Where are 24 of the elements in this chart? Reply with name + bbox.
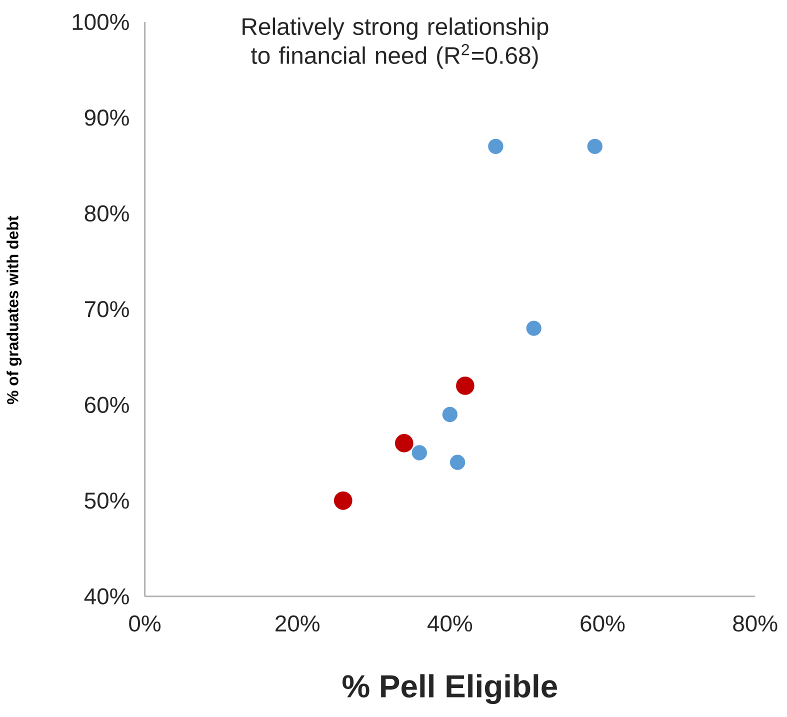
y-tick-label: 40% [84,588,129,604]
x-tick-label: 60% [580,615,625,632]
point [334,491,352,510]
point [587,138,602,154]
y-tick-label: 50% [84,492,129,509]
point [442,406,458,422]
point [488,138,504,154]
chart-title: Relatively strong relationship to financial need (R$^{2}$=0.68) [242,17,548,69]
y-tick-label: 100% [72,14,129,30]
y-tick-label: 70% [85,301,129,318]
x-tick-label: 20% [276,615,320,632]
point [526,320,542,336]
point [412,445,427,460]
x-tick-label: 40% [428,615,472,632]
point [394,434,414,452]
y-tick-label: 60% [84,396,129,413]
x-axis-title: % Pell Eligible [342,674,558,704]
point [450,454,466,470]
point [456,376,474,395]
y-tick-label: 80% [84,205,129,222]
y-axis-title: % of graduates with debt [6,216,22,404]
x-tick-label: 80% [733,615,778,632]
x-tick-label: 0% [129,615,161,632]
y-tick-label: 90% [84,110,129,126]
